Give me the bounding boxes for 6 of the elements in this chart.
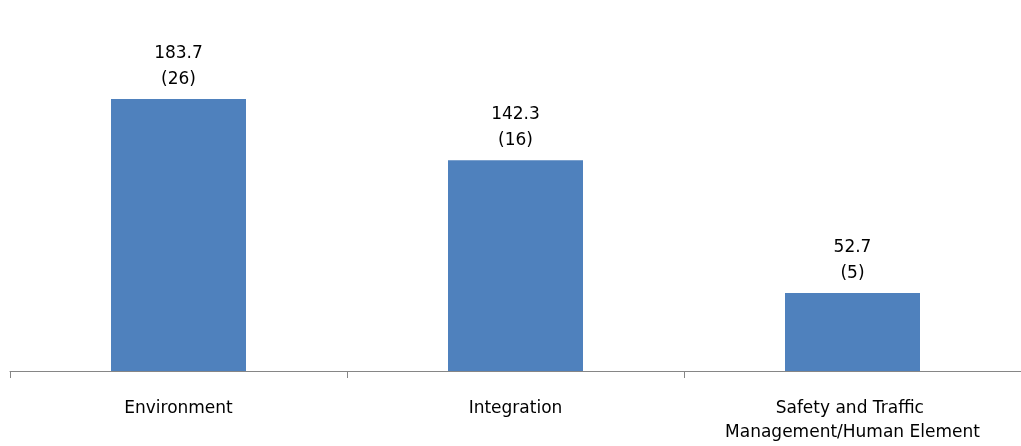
data-label: 52.7 (5) xyxy=(833,235,872,282)
x-tick-label: Safety and Traffic Management/Human Element xyxy=(725,397,981,441)
data-label: 183.7 (26) xyxy=(154,41,203,88)
data-label: 142.3 (16) xyxy=(491,103,540,150)
x-tick-label: Integration xyxy=(468,397,563,417)
x-tick-label: Environment xyxy=(124,397,234,417)
